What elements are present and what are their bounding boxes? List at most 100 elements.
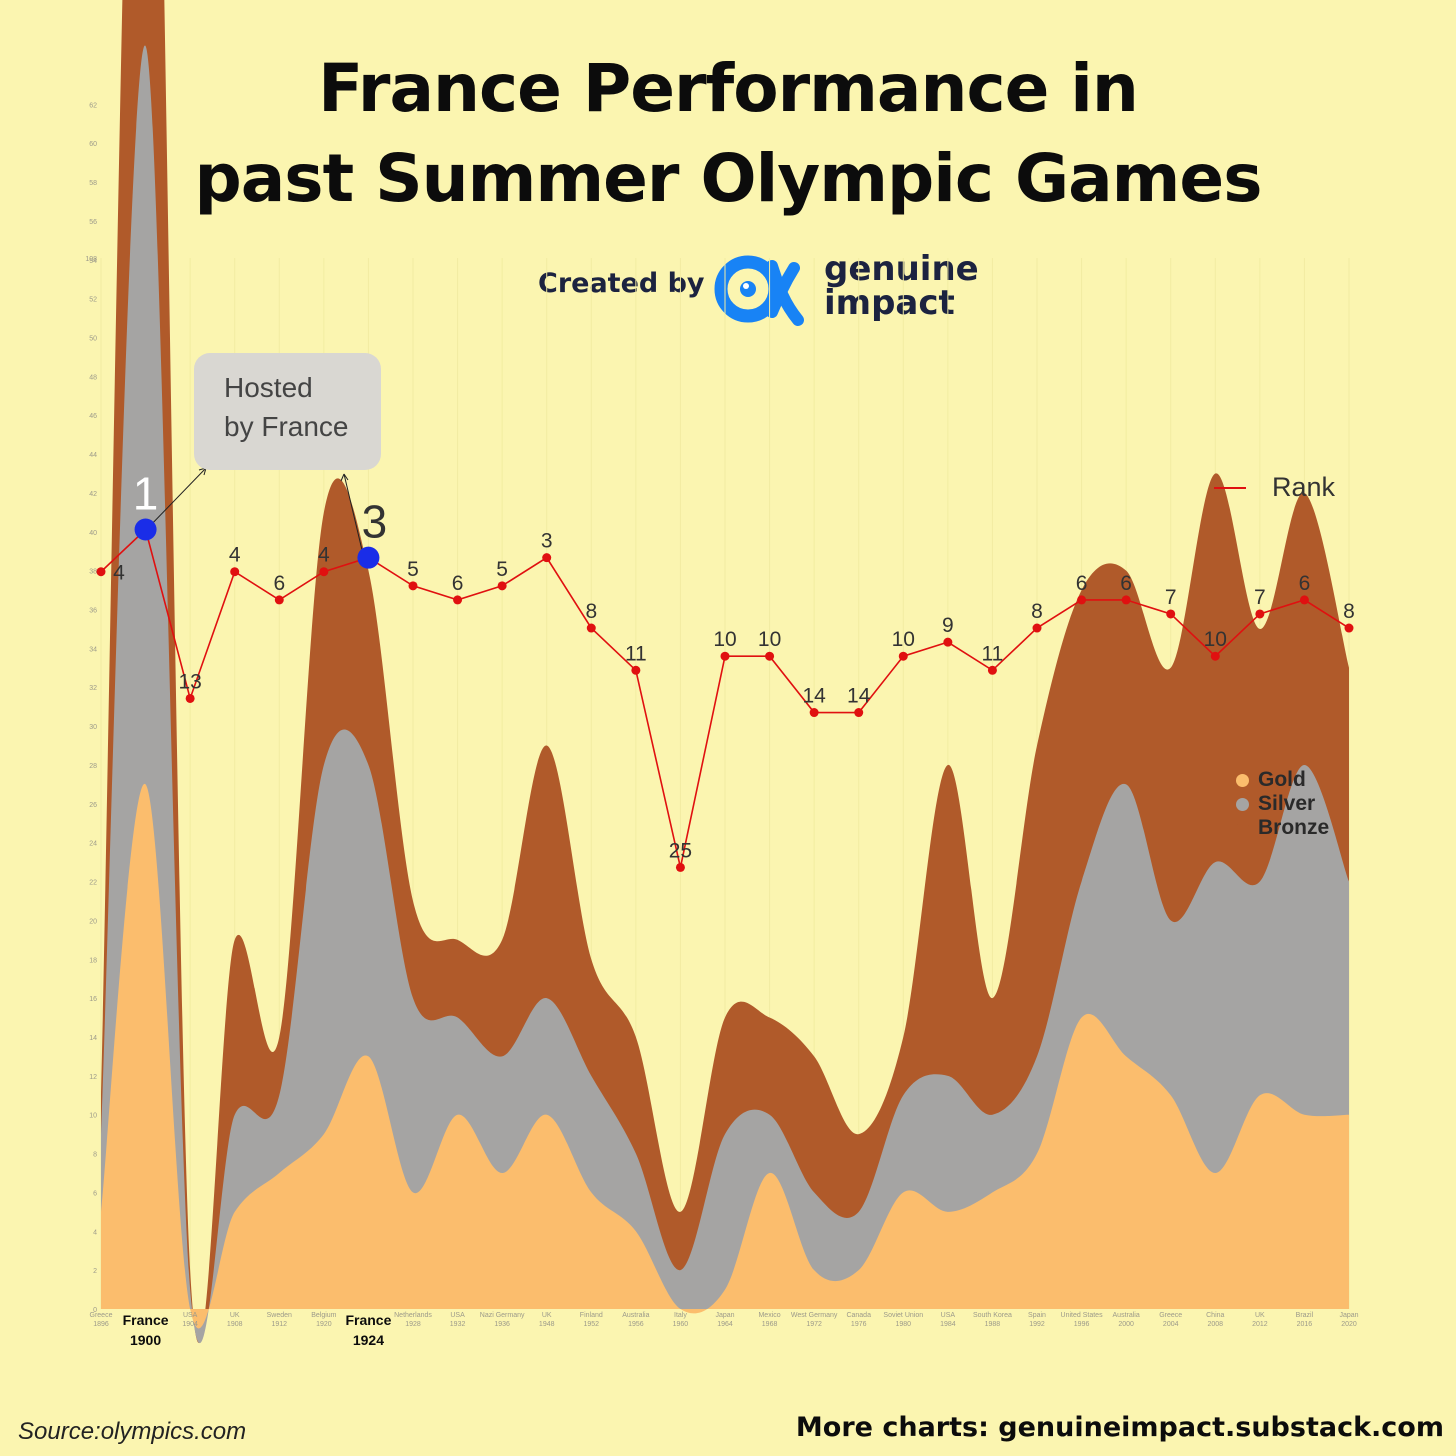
y-tick-label: 44 (89, 452, 97, 459)
legend-bronze-label: Bronze (1258, 816, 1330, 839)
x-tick-label: China 2008 (1206, 1312, 1224, 1328)
x-tick-label: South Korea 1988 (973, 1312, 1012, 1328)
host-rank-marker (134, 518, 157, 541)
y-tick-label: 42 (89, 491, 97, 498)
rank-point (1210, 651, 1220, 661)
x-tick-label: Belgium 1920 (311, 1312, 336, 1328)
rank-point (1299, 595, 1309, 605)
silver-area (101, 45, 1349, 1344)
title-line-2: past Summer Olympic Games (194, 140, 1263, 217)
x-tick-label: UK 2012 (1252, 1312, 1268, 1328)
y-tick-label: 34 (89, 646, 97, 653)
y-tick-label: 10 (89, 1113, 97, 1120)
rank-point (1032, 623, 1042, 633)
more-charts-link[interactable]: More charts: genuineimpact.substack.com (795, 1412, 1444, 1443)
y-tick-label: 52 (89, 297, 97, 304)
rank-point (408, 581, 418, 591)
x-tick-label: Greece 2004 (1159, 1312, 1182, 1328)
y-tick-label: 24 (89, 841, 97, 848)
x-tick-label: Sweden 1912 (267, 1312, 292, 1328)
rank-point (274, 595, 284, 605)
bronze-swatch (1236, 821, 1249, 835)
rank-point (319, 567, 329, 577)
y-tick-label: 14 (89, 1035, 97, 1042)
rank-point (453, 595, 463, 605)
legend-gold: Gold (1236, 768, 1329, 792)
y-tick-label: 54 (89, 258, 97, 265)
y-tick-label: 32 (89, 685, 97, 692)
rank-legend-swatch (1214, 486, 1246, 489)
rank-data-label: 6 (273, 572, 285, 595)
x-tick-label: Spain 1992 (1028, 1312, 1046, 1328)
y-tick-label: 16 (89, 996, 97, 1003)
title-line-1: France Performance in (318, 50, 1139, 127)
callout-line-1: Hosted (224, 372, 313, 403)
rank-point (230, 567, 240, 577)
medal-areas (101, 0, 1349, 1344)
rank-data-label: 25 (669, 839, 692, 862)
y-tick-label: 60 (89, 141, 97, 148)
y-tick-label: 50 (89, 336, 97, 343)
host-rank-marker (357, 546, 380, 569)
rank-data-label: 3 (362, 496, 388, 548)
x-tick-label: Finland 1952 (580, 1312, 603, 1328)
rank-point (675, 862, 685, 872)
y-tick-label: 2 (93, 1268, 97, 1275)
rank-point (631, 665, 641, 675)
rank-data-label: 5 (496, 558, 508, 581)
rank-data-label: 6 (1299, 572, 1311, 595)
rank-point (1166, 609, 1176, 619)
y-tick-label: 8 (93, 1152, 97, 1159)
y-tick-label: 0 (93, 1307, 97, 1314)
rank-data-label: 14 (802, 685, 826, 708)
rank-data-label: 8 (585, 600, 597, 623)
x-tick-label: Canada 1976 (846, 1312, 871, 1328)
rank-data-label: 10 (892, 628, 915, 651)
x-tick-label: Brazil 2016 (1296, 1312, 1314, 1328)
y-tick-label: 28 (89, 763, 97, 770)
x-tick-label: Australia 1956 (622, 1312, 649, 1328)
x-tick-label: USA 1984 (940, 1312, 956, 1328)
rank-data-label: 8 (1343, 600, 1355, 623)
y-tick-label: 12 (89, 1074, 97, 1081)
rank-data-label: 4 (229, 544, 241, 567)
x-tick-label: Soviet Union 1980 (883, 1312, 923, 1328)
x-tick-label: USA 1904 (182, 1312, 198, 1328)
rank-point (898, 651, 908, 661)
x-tick-label: Netherlands 1928 (394, 1312, 432, 1328)
y-tick-label: 18 (89, 957, 97, 964)
y-axis-ticks: 0246810121416182022242628303234363840424… (85, 102, 97, 1314)
rank-point (586, 623, 596, 633)
y-tick-label: 26 (89, 802, 97, 809)
rank-point (987, 665, 997, 675)
rank-point (1255, 609, 1265, 619)
legend-bronze: Bronze (1236, 816, 1329, 840)
x-tick-label: West Germany 1972 (791, 1312, 838, 1328)
rank-point (765, 651, 775, 661)
source-note: Source:olympics.com (18, 1418, 247, 1445)
rank-point (854, 708, 864, 718)
rank-data-label: 7 (1165, 586, 1177, 609)
rank-data-label: 5 (407, 558, 419, 581)
created-by-label: Created by (538, 268, 705, 299)
x-tick-label: USA 1932 (450, 1312, 466, 1328)
rank-data-label: 8 (1031, 600, 1043, 623)
x-tick-label: Japan 1964 (715, 1312, 734, 1328)
y-tick-label: 20 (89, 918, 97, 925)
rank-legend: Rank (1214, 472, 1335, 503)
x-tick-label: Australia 2000 (1113, 1312, 1140, 1328)
rank-data-label: 6 (452, 572, 464, 595)
rank-data-label: 10 (1204, 628, 1227, 651)
x-tick-host: France 1900 (123, 1312, 169, 1348)
rank-data-label: 4 (318, 544, 330, 567)
y-tick-label: 6 (93, 1190, 97, 1197)
y-tick-label: 62 (89, 102, 97, 109)
x-tick-label: UK 1908 (227, 1312, 243, 1328)
y-tick-label: 46 (89, 413, 97, 420)
rank-data-label: 11 (625, 642, 647, 665)
medal-legend: Gold Silver Bronze (1236, 768, 1329, 840)
rank-point (809, 708, 819, 718)
y-tick-label: 58 (89, 180, 97, 187)
rank-point (96, 567, 106, 577)
